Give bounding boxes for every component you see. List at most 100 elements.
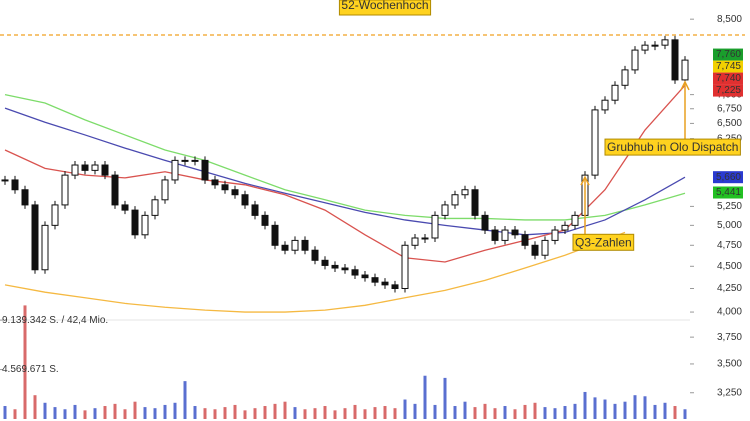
volume-bar — [393, 408, 397, 419]
volume-bar — [283, 401, 287, 419]
candle — [551, 226, 559, 245]
candle-body — [221, 184, 229, 191]
candle — [511, 226, 519, 239]
candle-body — [181, 159, 189, 162]
candle — [481, 211, 489, 235]
candle — [101, 161, 109, 180]
volume-bar — [473, 407, 477, 419]
volume-bar — [553, 408, 557, 419]
annotation-arrowhead — [680, 80, 690, 91]
candle-body — [211, 179, 219, 186]
candle-body — [511, 229, 519, 236]
volume-bar — [413, 403, 417, 419]
annotation: Q3-Zahlen — [572, 233, 635, 251]
volume-bar — [373, 407, 377, 419]
candle — [351, 265, 359, 280]
candle-body — [341, 267, 349, 271]
y-tick-label: 4,000 — [717, 307, 742, 318]
candle-body — [41, 224, 49, 271]
candle — [191, 156, 199, 166]
price-label-box — [713, 48, 743, 61]
price-label: 7,225 — [716, 85, 741, 96]
candle — [641, 41, 649, 55]
candle-body — [61, 174, 69, 206]
candle-body — [261, 214, 269, 226]
candle-body — [1, 179, 9, 182]
volume-bar — [323, 406, 327, 419]
candle — [181, 156, 189, 166]
candle-body — [151, 199, 159, 216]
candle — [321, 256, 329, 270]
price-label: 7,745 — [716, 61, 741, 72]
candle-body — [321, 259, 329, 266]
candle — [81, 161, 89, 175]
candle — [161, 175, 169, 204]
volume-bar — [223, 407, 227, 419]
candle — [61, 171, 69, 209]
candle-body — [371, 277, 379, 283]
candle-body — [251, 204, 259, 216]
volume-bar — [583, 391, 587, 419]
candle-body — [491, 229, 499, 241]
candle — [461, 185, 469, 199]
candle — [91, 161, 99, 175]
candle — [651, 41, 659, 51]
candle-body — [401, 244, 409, 290]
candle-body — [501, 229, 509, 241]
candle-body — [561, 224, 569, 231]
annotation-text: Grubhub in Olo Dispatch — [607, 140, 738, 154]
price-label: 7,740 — [716, 73, 741, 84]
volume-bar — [343, 408, 347, 419]
volume-bar — [503, 406, 507, 419]
candle-body — [591, 109, 599, 176]
price-label-box — [713, 72, 743, 85]
candle — [371, 273, 379, 287]
volume-bar — [143, 407, 147, 419]
volume-bar — [613, 403, 617, 419]
candle — [611, 81, 619, 105]
moving-average — [4, 231, 626, 313]
candle — [131, 206, 139, 239]
candle-body — [421, 237, 429, 240]
candle — [111, 171, 119, 209]
candle — [681, 56, 689, 84]
candle — [341, 264, 349, 274]
volume-bar — [263, 406, 267, 419]
volume-bar — [623, 401, 627, 419]
candle — [631, 46, 639, 74]
candle-body — [431, 214, 439, 239]
volume-bar — [293, 407, 297, 419]
candle-body — [651, 44, 659, 47]
volume-bar — [383, 406, 387, 419]
candle — [31, 200, 39, 274]
candle-body — [171, 159, 179, 181]
high-label-box — [338, 0, 432, 16]
candle-body — [541, 239, 549, 256]
candle-body — [361, 274, 369, 279]
candle — [391, 280, 399, 293]
candle — [411, 233, 419, 250]
price-label-box — [713, 60, 743, 73]
volume-bar — [163, 404, 167, 419]
volume-bar — [573, 403, 577, 419]
candle — [471, 185, 479, 220]
candle-body — [521, 234, 529, 246]
candle-body — [101, 164, 109, 176]
volume-bar — [533, 402, 537, 419]
volume-bar — [683, 409, 687, 419]
candle-body — [641, 44, 649, 51]
price-label: 5,660 — [716, 172, 741, 183]
candle-body — [631, 49, 639, 71]
candle — [431, 211, 439, 242]
volume-bar — [23, 305, 27, 419]
candle-body — [301, 239, 309, 251]
candle — [11, 175, 19, 194]
volume-bar — [423, 375, 427, 419]
volume-bar — [493, 408, 497, 419]
volume-bar — [183, 381, 187, 419]
volume-bar — [213, 409, 217, 419]
candle-body — [111, 174, 119, 206]
candle — [71, 161, 79, 180]
volume-bar — [633, 395, 637, 419]
